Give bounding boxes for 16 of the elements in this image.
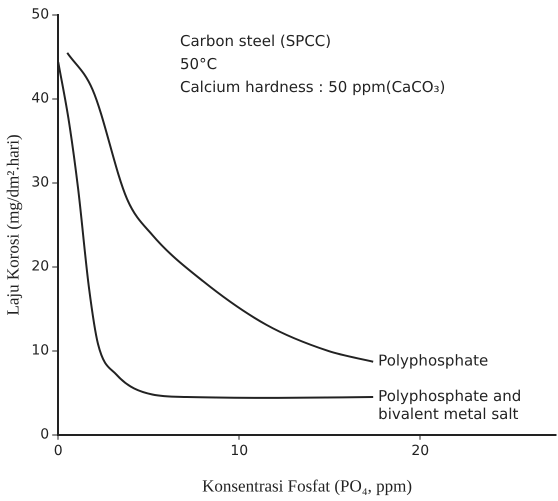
y-tick-label: 0 [40, 426, 50, 442]
x-tick-label: 20 [411, 442, 430, 459]
x-tick-label: 0 [54, 442, 63, 459]
y-tick-label: 50 [31, 6, 50, 23]
y-tick-label: 20 [31, 258, 50, 275]
y-axis-title: Laju Korosi (mg/dm².hari) [4, 134, 23, 316]
annotation: Calcium hardness : 50 ppm(CaCO₃) [180, 78, 446, 96]
annotation: 50°C [180, 54, 218, 73]
x-axis-title: Konsentrasi Fosfat (PO₄, ppm) [202, 476, 412, 496]
y-tick-label: 40 [31, 90, 50, 107]
y-tick-label: 10 [31, 342, 50, 358]
series-label: Polyphosphate [378, 352, 488, 370]
series-label: Polyphosphate and bivalent metal salt [378, 386, 522, 423]
annotation: Carbon steel (SPCC) [180, 32, 332, 50]
y-tick-label: 30 [31, 174, 50, 191]
x-tick-label: 10 [230, 442, 248, 459]
